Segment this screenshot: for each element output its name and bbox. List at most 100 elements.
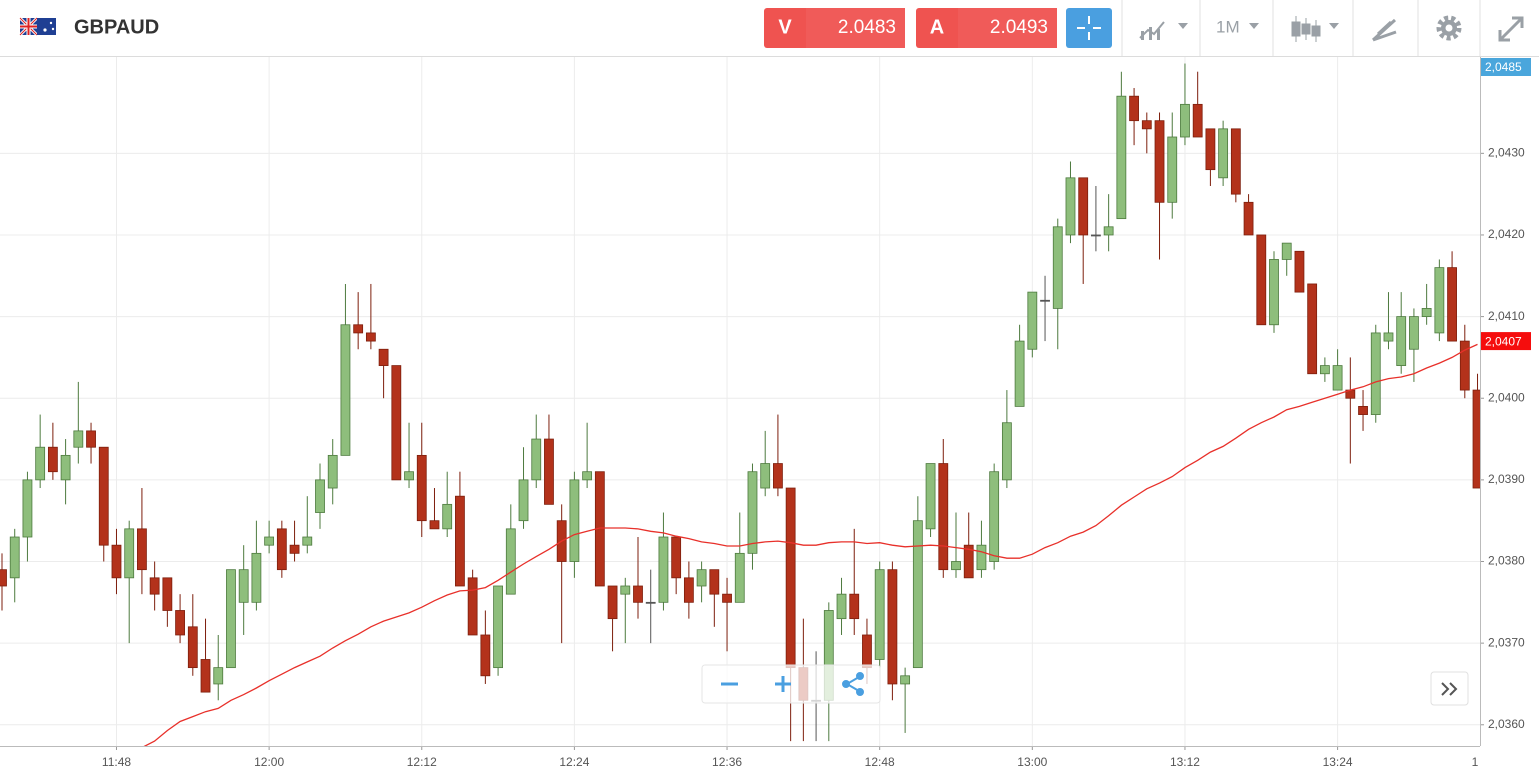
candle-body: [1370, 332, 1381, 415]
candle-body: [149, 577, 160, 595]
zoom-in-button[interactable]: [775, 676, 791, 692]
candle-body: [1040, 299, 1050, 302]
candle-body: [315, 479, 325, 513]
price-marker-label: 2,0407: [1485, 334, 1522, 348]
x-tick-label: 13:24: [1323, 755, 1353, 769]
candle-style-button[interactable]: [1291, 16, 1339, 42]
plot-area: 2,0360 2,0370 2,0380 2,0390 2,0400 2,0410 2,04…: [0, 57, 1531, 769]
timeframe-arrow: [1249, 23, 1259, 29]
candle-body: [505, 528, 516, 595]
candle-body: [353, 324, 364, 334]
candle-body: [734, 552, 745, 603]
crosshair-icon: [1077, 16, 1101, 40]
candle-body: [124, 528, 135, 579]
candle-body: [1434, 267, 1445, 334]
candle-body: [378, 348, 389, 366]
candle-body: [785, 487, 796, 669]
candle-body: [1141, 120, 1152, 130]
candle-body: [480, 634, 491, 677]
candle-body: [391, 365, 402, 481]
candle-body: [1319, 365, 1330, 375]
x-tick-label: 12:48: [865, 755, 895, 769]
draw-tool-button[interactable]: [1371, 18, 1397, 42]
candle-body: [1383, 332, 1394, 342]
candle-body: [1409, 316, 1419, 350]
buy-price: 2.0493: [990, 17, 1048, 38]
candle-body: [722, 593, 732, 603]
candle-body: [47, 446, 58, 473]
candle-body: [340, 324, 351, 456]
x-tick-label: 12:00: [254, 755, 284, 769]
candle-body: [951, 561, 961, 571]
candle-body: [1358, 405, 1368, 415]
candle-body: [760, 463, 771, 489]
buy-label: A: [930, 16, 944, 38]
candle-body: [1269, 259, 1279, 326]
scroll-right-icon: [1441, 682, 1458, 696]
candle-body: [276, 528, 287, 571]
share-icon-dot: [856, 688, 864, 696]
scroll-right-button[interactable]: [1430, 671, 1469, 706]
candle-body: [187, 626, 198, 669]
candle-body: [887, 569, 898, 685]
candle-body: [1154, 120, 1165, 203]
candle-body: [416, 454, 427, 522]
candle-body: [1472, 389, 1480, 489]
y-tick-label: 2,0400: [1488, 390, 1525, 404]
y-tick-label: 2,0420: [1488, 227, 1525, 241]
x-tick-label: 12:36: [712, 755, 742, 769]
candle-body: [1167, 136, 1178, 203]
candle-body: [645, 601, 656, 604]
candle-body: [607, 585, 618, 620]
candle-body: [900, 675, 911, 685]
crosshair-button[interactable]: [1066, 8, 1112, 48]
candle-body: [620, 585, 631, 595]
candle-body: [683, 577, 694, 603]
chart-type-button[interactable]: [1139, 21, 1188, 40]
candle-body: [1014, 340, 1025, 407]
candle-body: [963, 544, 974, 579]
candle-body: [111, 544, 122, 579]
candle-body: [976, 544, 987, 571]
candle-body: [747, 471, 758, 554]
candle-body: [544, 438, 554, 505]
candle-body: [1218, 128, 1229, 179]
sell-price-box: [806, 8, 905, 48]
candle-body: [862, 634, 872, 669]
candle-body: [1091, 234, 1101, 237]
candle-body: [1065, 177, 1076, 236]
share-icon-dot: [856, 672, 864, 680]
x-tick-label: 11:48: [102, 755, 131, 769]
candle-body: [1447, 267, 1457, 342]
fullscreen-button[interactable]: [1498, 16, 1524, 42]
candle-body: [73, 430, 84, 448]
candle-body: [467, 577, 478, 636]
candle-body: [404, 471, 414, 481]
timeframe[interactable]: 1M: [1216, 17, 1240, 36]
x-tick-label: 1: [1472, 755, 1479, 769]
candle-body: [518, 479, 529, 522]
candle-body: [302, 536, 313, 546]
candle-body: [493, 585, 503, 669]
symbol: GBPAUD: [74, 16, 159, 38]
candle-body: [671, 536, 682, 579]
candle-body: [1256, 234, 1267, 326]
price-marker: [1481, 58, 1531, 76]
candle-body: [238, 569, 249, 603]
candle-body: [1180, 103, 1190, 138]
candle-body: [696, 569, 707, 587]
toolbar-separators: [1121, 0, 1481, 56]
candle-body: [251, 552, 262, 603]
share-button[interactable]: [842, 672, 864, 696]
settings-button[interactable]: [1436, 15, 1462, 41]
moving-average-line: [143, 343, 1478, 746]
candle-body: [429, 520, 440, 530]
candle-body: [836, 593, 847, 620]
sell-price: 2.0483: [838, 17, 896, 38]
y-tick-label: 2,0370: [1488, 635, 1525, 649]
candle-body: [1307, 283, 1318, 375]
candle-body: [1459, 340, 1470, 391]
candle-body: [925, 463, 936, 530]
y-tick-label: 2,0360: [1488, 717, 1525, 731]
